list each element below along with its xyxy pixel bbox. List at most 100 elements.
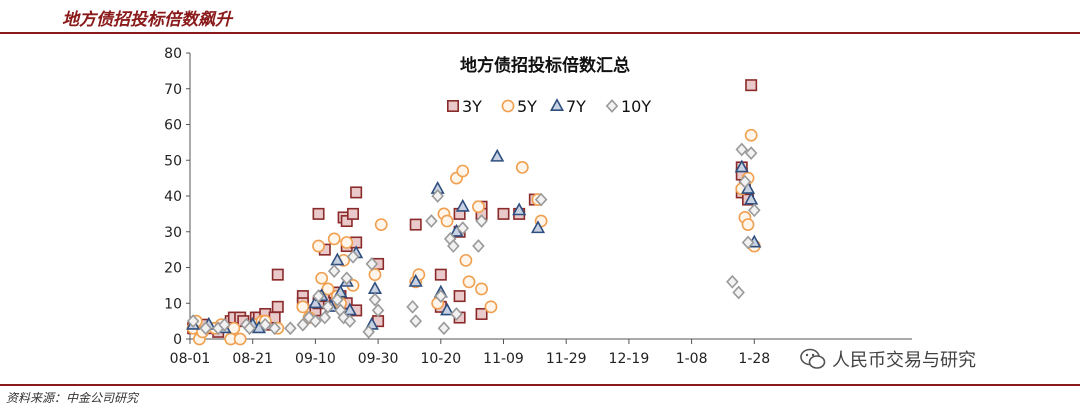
bid-multiple-scatter-chart: 地方债招投标倍数汇总 0 10 20 30 40 50 60 70 80 08-01 08-21 09… [164,46,912,367]
wechat-icon [800,348,826,369]
data-point-10y [434,289,448,303]
data-point-3y [409,218,422,231]
data-point-10y [472,239,485,253]
header-divider [0,32,1080,34]
y-tick-label: 50 [164,153,182,169]
data-point-10y [748,203,761,218]
data-point-10y [732,285,745,300]
data-point-10y [741,235,755,250]
data-point-10y [456,221,470,236]
data-point-10y [450,307,463,321]
data-point-10y [425,214,438,228]
data-point-5y [741,218,755,231]
x-tick-label: 11-29 [546,351,587,367]
data-point-5y [462,275,476,289]
data-point-3y [475,307,488,320]
data-point-10y [268,321,281,336]
data-point-10y [362,324,375,339]
data-point-7y [530,220,546,234]
data-point-10y [186,314,200,329]
x-tick-label: 09-30 [358,351,399,367]
report-title: 地方债招投标倍数飙升 [62,10,232,30]
data-point-5y [296,300,310,314]
legend-marker-5y [501,99,515,113]
x-tick-label: 08-01 [170,351,211,367]
watermark-text: 人民币交易与研究 [832,350,976,371]
y-tick-label: 10 [164,296,182,312]
data-point-10y [296,317,310,332]
y-tick-label: 20 [164,261,182,277]
y-tick-label: 60 [164,118,182,134]
series-10y [186,142,761,339]
legend-marker-10y [605,99,619,113]
x-tick-label: 11-09 [483,351,524,367]
data-point-10y [327,264,341,278]
data-point-3y [497,207,510,220]
data-point-10y [340,271,354,286]
data-point-7y [512,202,527,216]
x-tick-label: 08-21 [232,351,273,367]
legend-label-7y: 7Y [566,97,586,116]
source-note: 资料来源：中金公司研究 [6,391,139,405]
data-point-5y [456,164,470,178]
data-point-3y [340,215,353,228]
data-point-7y [408,273,423,287]
chart-axes: 0 10 20 30 40 50 60 70 80 08-01 08-21 09-10 09-30 10-… [164,46,912,367]
data-point-10y [534,192,548,207]
data-point-10y [431,189,444,203]
data-point-7y [455,198,470,212]
x-tick-label: 10-20 [420,351,461,367]
x-tick-label: 1-08 [676,351,708,367]
data-point-5y [374,218,388,231]
data-point-3y [312,207,325,220]
data-point-5y [340,236,354,249]
data-point-5y [440,214,454,228]
data-point-10y [321,299,335,314]
data-point-5y [312,239,325,253]
legend-label-5y: 5Y [517,97,537,116]
series-3y [187,79,758,338]
data-point-3y [745,79,758,92]
y-tick-label: 80 [164,46,182,62]
data-point-5y [233,332,247,346]
data-point-10y [284,321,297,336]
legend-marker-7y [549,98,565,111]
data-point-5y [484,300,498,314]
legend-label-10y: 10Y [621,97,651,116]
data-point-10y [258,317,272,332]
data-point-10y [309,314,322,329]
y-tick-label: 30 [164,225,182,241]
series-7y [186,148,762,334]
data-point-7y [367,281,383,294]
data-point-5y [327,232,341,246]
data-point-10y [726,274,739,289]
legend-marker-3y [446,100,459,113]
data-point-10y [346,249,360,264]
watermark: 人民币交易与研究 [800,346,976,372]
data-point-3y [271,300,284,313]
data-point-5y [475,282,488,296]
data-point-7y [440,302,455,316]
data-point-3y [434,268,447,281]
data-point-10y [735,142,749,157]
data-point-5y [315,271,329,285]
data-point-10y [318,310,332,325]
data-point-10y [312,289,325,303]
y-tick-label: 40 [164,189,182,205]
chart-title: 地方债招投标倍数汇总 [460,55,630,76]
data-point-10y [406,299,419,314]
data-point-3y [350,186,363,199]
data-point-10y [218,317,231,332]
data-point-10y [409,314,423,329]
data-point-10y [371,303,385,318]
data-point-7y [330,252,345,266]
data-point-7y [734,159,749,173]
data-point-5y [744,128,758,142]
data-point-3y [453,290,466,303]
data-point-10y [343,314,357,329]
data-point-3y [347,207,360,220]
data-point-10y [199,321,212,336]
chart-legend: 3Y 5Y 7Y 10Y [446,97,651,116]
x-tick-label: 1-28 [738,351,770,367]
data-point-10y [243,321,256,336]
